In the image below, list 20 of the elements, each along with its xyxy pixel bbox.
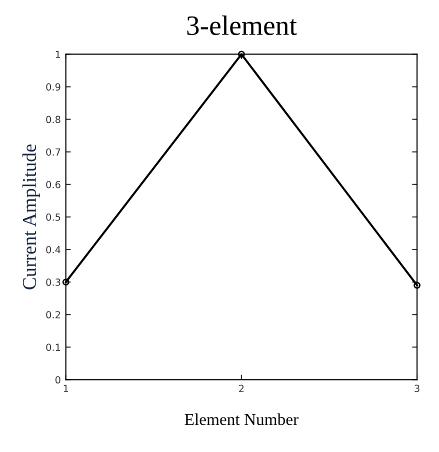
y-tick-label: 1 [56,50,60,58]
y-tick-label: 0.8 [46,116,60,124]
point [414,282,421,289]
y-tick-label: 0.2 [46,311,60,318]
y-tick-label: 0.9 [46,83,60,91]
y-tick-label: 0.1 [46,344,60,351]
x-axis-title: Element Number [184,413,298,426]
y-tick-label: 0.4 [46,246,60,254]
y-tick-label: 0 [55,376,60,384]
y-axis-title: Current Amplitude [22,144,40,290]
y-tick-label: 0.5 [46,213,60,221]
y-tick-label: 0.7 [46,148,60,156]
x-tick-label: 3 [414,384,420,392]
y-tick-label: 0.3 [46,278,60,286]
x-tick-label: 2 [239,384,244,392]
point [238,50,245,58]
point [62,278,70,286]
x-tick-label: 1 [64,384,68,392]
y-tick-label: 0.6 [46,180,60,188]
chart-title: 3-element [187,16,297,36]
